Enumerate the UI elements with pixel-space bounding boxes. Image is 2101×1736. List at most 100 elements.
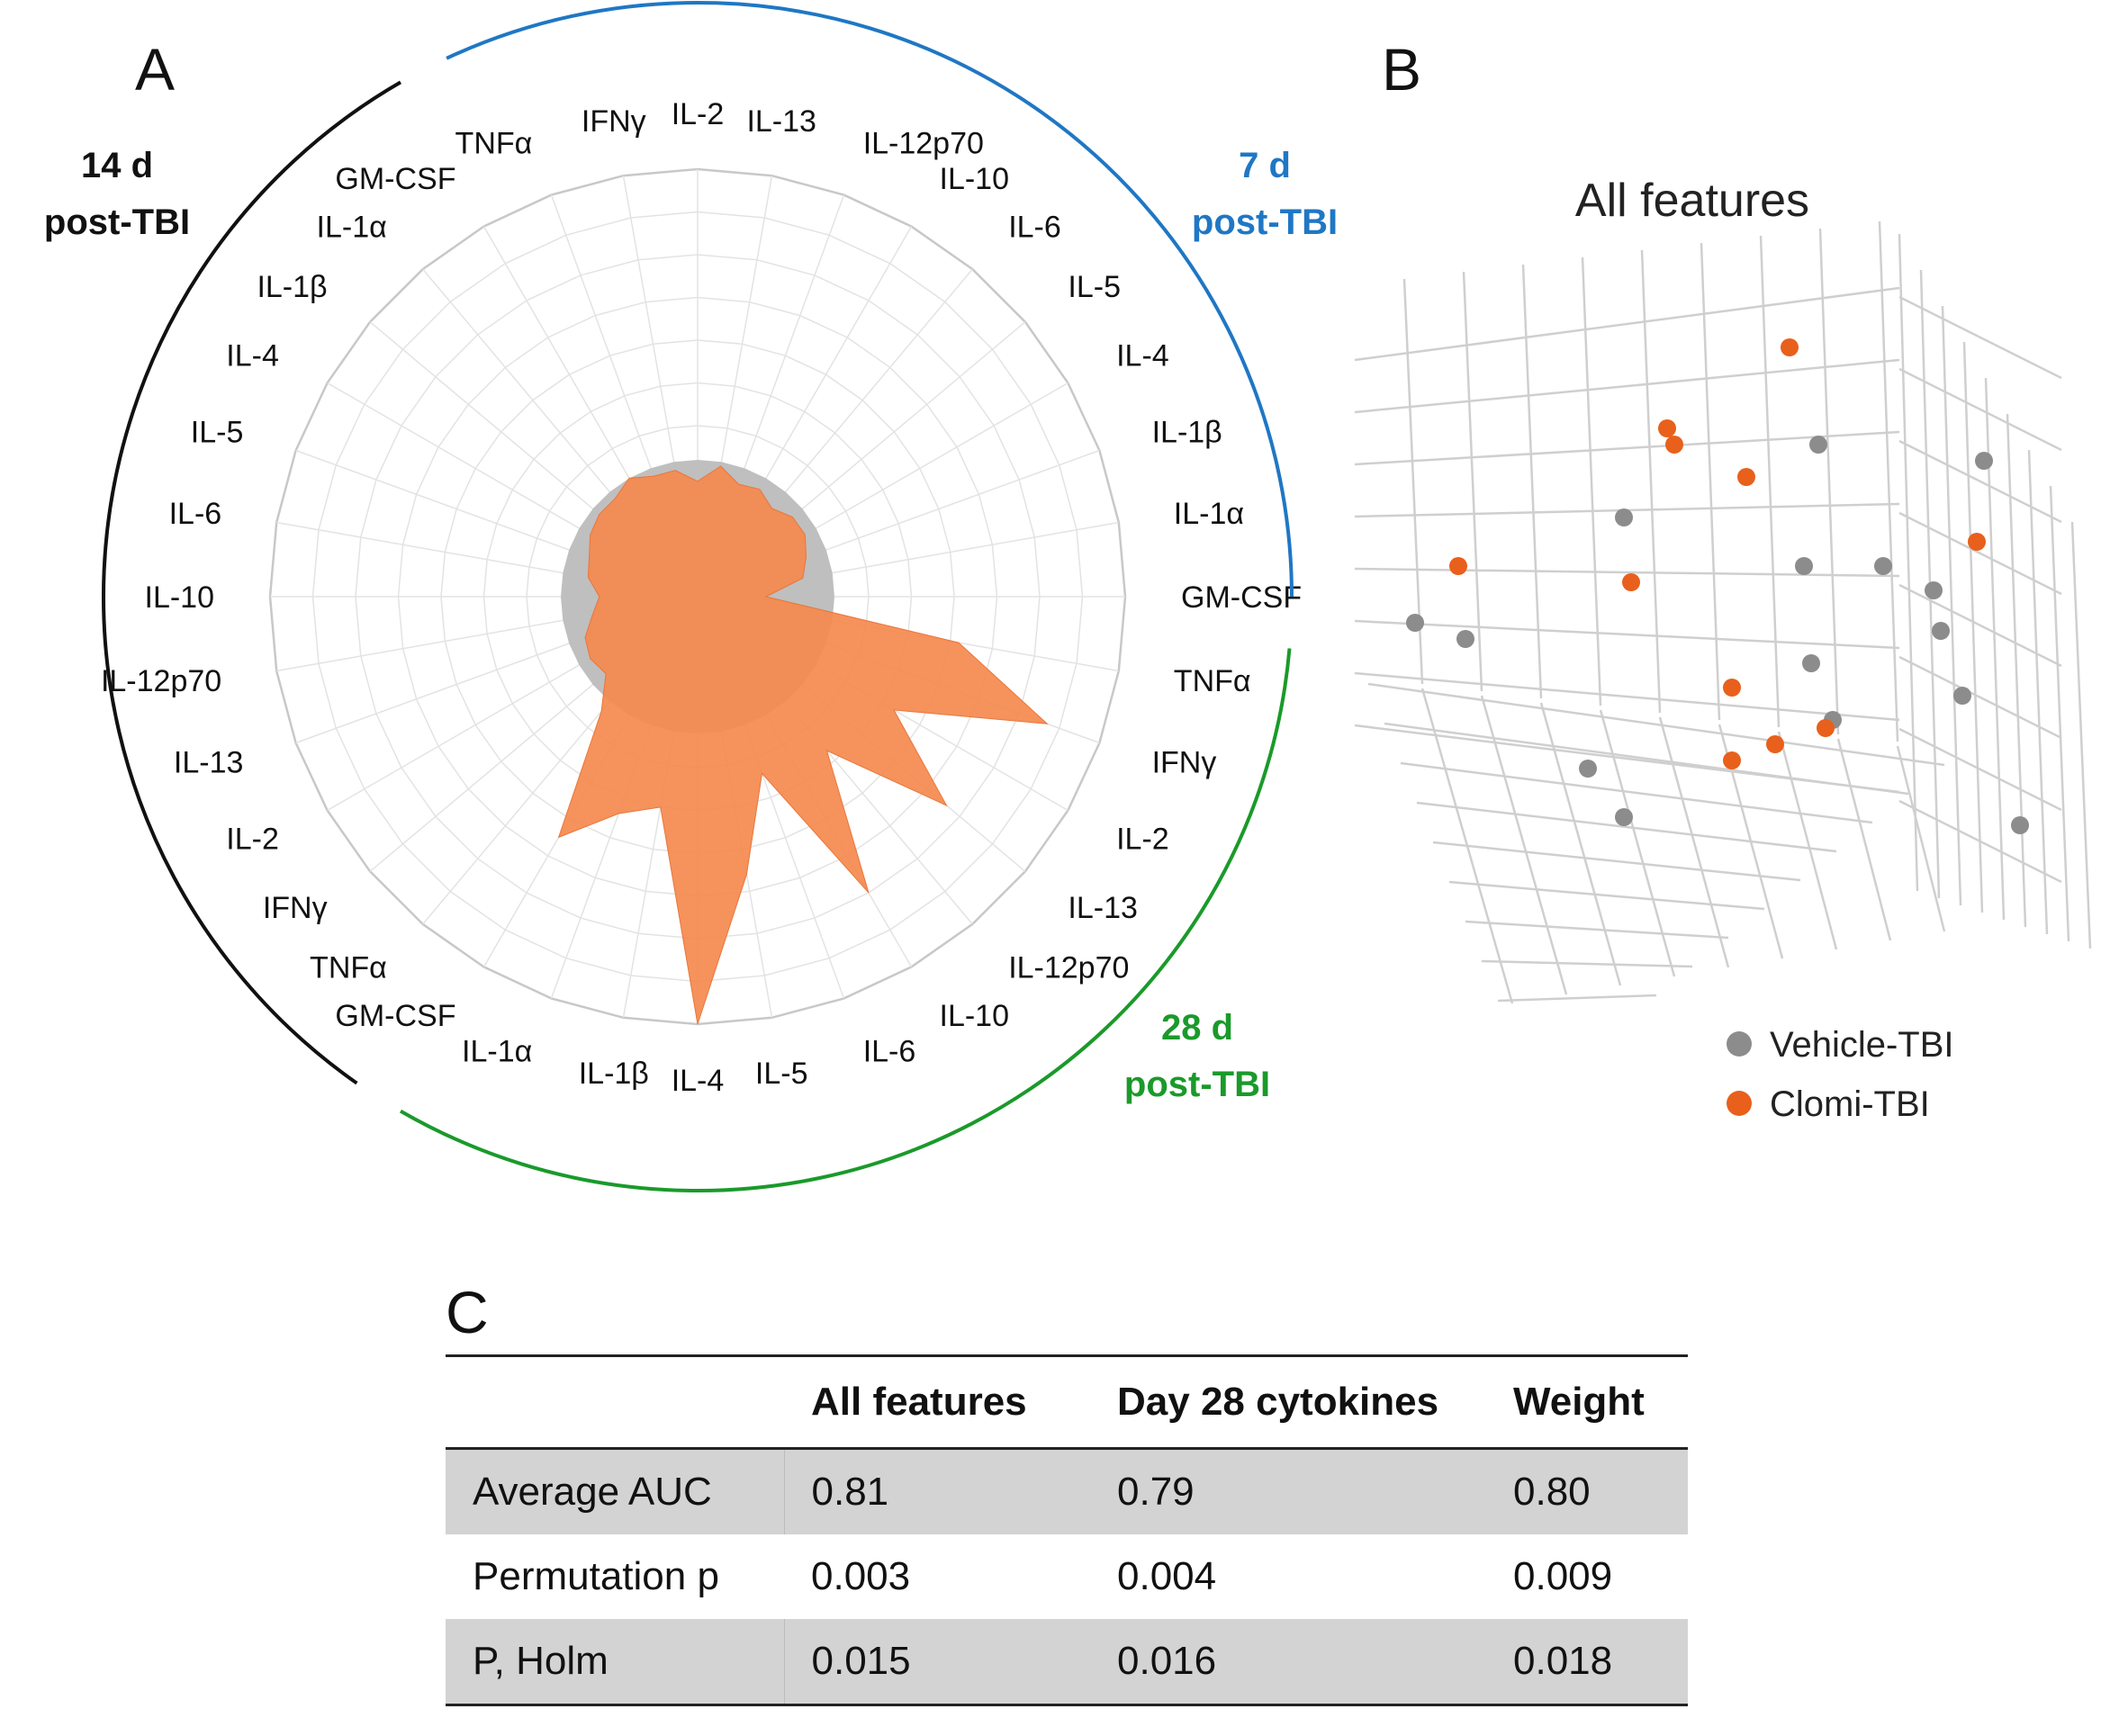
legend-label-vehicle: Vehicle-TBI (1770, 1025, 1954, 1065)
radar-axis-label: IL-2 (672, 97, 725, 131)
grid-line (2027, 449, 2049, 935)
table-cell: Average AUC (446, 1448, 785, 1534)
radar-axis-label: IL-4 (672, 1064, 725, 1098)
grid-line (1354, 358, 1900, 414)
grid-line (1400, 761, 1873, 824)
legend-marker-clomi (1727, 1091, 1752, 1116)
radar-axis-label: IL-6 (1008, 211, 1061, 245)
radar-axis-label: IL-5 (1068, 270, 1121, 304)
table-cell: P, Holm (446, 1619, 785, 1706)
grid-line (1658, 716, 1730, 968)
scatter-title: All features (1575, 175, 1809, 227)
period-28d-line1: 28 d (1161, 1008, 1233, 1048)
vehicle-point (1615, 808, 1633, 826)
grid-line (1898, 295, 2062, 380)
legend-label-clomi: Clomi-TBI (1770, 1084, 1930, 1124)
arc-7d (446, 1, 1294, 598)
table-cell: 0.81 (784, 1448, 1090, 1534)
radar-axis-label: IL-5 (755, 1057, 808, 1091)
radar-axis-label: IL-2 (1116, 823, 1169, 857)
radar-axis-label: IL-6 (169, 497, 222, 531)
radar-axis-label: IL-12p70 (1008, 950, 1129, 985)
vehicle-point (1953, 687, 1971, 705)
scatter-3d-grid (1354, 220, 2092, 1004)
radar-axis-label: IFNγ (582, 104, 646, 139)
grid-line (1818, 228, 1840, 735)
radar-polygons (557, 460, 1049, 1025)
grid-line (1898, 799, 2062, 884)
grid-line (1599, 709, 1676, 977)
period-28d-line2: post-TBI (1124, 1065, 1270, 1104)
period-arcs (102, 1, 1294, 1193)
radar-axis-label: IFNγ (1152, 746, 1217, 780)
grid-line (1354, 619, 1900, 650)
table-cell: Permutation p (473, 1554, 719, 1598)
grid-line (1898, 511, 2062, 596)
grid-line (1941, 305, 1962, 906)
vehicle-point (1456, 630, 1474, 648)
radar-axis-label: IL-10 (940, 999, 1010, 1033)
arc-14d (102, 80, 402, 1085)
table-row: Permutation p 0.003 0.004 0.009 (446, 1534, 1688, 1619)
clomi-point (1817, 719, 1835, 737)
table-row: Average AUC 0.81 0.79 0.80 (446, 1448, 1688, 1534)
clomi-point (1449, 557, 1467, 575)
grid-line (1962, 341, 1984, 913)
radar-axis-label: GM-CSF (1181, 580, 1302, 615)
grid-line (2049, 485, 2070, 942)
period-14d-line2: post-TBI (44, 202, 190, 242)
radar-axis-label: IL-6 (863, 1035, 916, 1069)
panel-a-radar: A IL-2 IL-13IL-12p70IL-10IL-6IL-5IL-4IL-1… (44, 1, 1338, 1193)
clomi-point (1781, 338, 1799, 356)
radar-axis-label: TNFα (310, 950, 387, 985)
grid-line (1898, 727, 2062, 812)
vehicle-point (1802, 654, 1820, 672)
clomi-point (1723, 679, 1741, 697)
radar-clomi-area (557, 465, 1049, 1025)
radar-axis-label: IFNγ (263, 891, 328, 925)
grid-line (1497, 994, 1657, 1003)
vehicle-point (1925, 581, 1943, 599)
clomi-point (1737, 468, 1755, 486)
table-cell: 0.009 (1513, 1554, 1613, 1598)
grid-line (1465, 920, 1729, 940)
grid-line (1539, 702, 1622, 986)
table-cell: 0.004 (1117, 1554, 1217, 1598)
radar-axis-label: IL-10 (145, 580, 215, 615)
clomi-point (1766, 735, 1784, 753)
scatter-legend: Vehicle-TBI Clomi-TBI (1727, 1025, 1954, 1124)
grid-line (1416, 801, 1837, 853)
grid-line (1700, 242, 1721, 721)
table-row: P, Holm 0.015 0.016 0.018 (446, 1619, 1688, 1706)
radar-axis-label: IL-13 (746, 104, 816, 139)
grid-line (1462, 271, 1483, 692)
vehicle-point (1579, 760, 1597, 778)
grid-line (1777, 731, 1838, 950)
vehicle-point (1615, 508, 1633, 526)
grid-line (1836, 738, 1892, 941)
grid-line (1481, 959, 1693, 968)
period-14d-line1: 14 d (81, 146, 153, 185)
panel-b-scatter3d: B All features Vehicle-TBI Clomi-TBI (1354, 36, 2092, 1124)
grid-line (1898, 655, 2062, 740)
metrics-table: All features Day 28 cytokines Weight Ave… (446, 1354, 1688, 1706)
table-cell: 0.018 (1486, 1619, 1688, 1706)
table-cell: 0.80 (1486, 1448, 1688, 1534)
grid-line (1898, 233, 1919, 892)
clomi-point (1658, 419, 1676, 437)
vehicle-point (1809, 436, 1827, 454)
radar-axis-label: TNFα (1174, 664, 1251, 698)
grid-line (1384, 722, 1909, 796)
radar-axis-label: IL-12p70 (863, 126, 984, 160)
radar-axis-label: IL-1α (317, 211, 387, 245)
grid-line (1354, 671, 1900, 722)
panel-b-label: B (1382, 36, 1421, 103)
grid-line (1759, 235, 1781, 728)
radar-axis-label: IL-2 (226, 823, 279, 857)
radar-axis-label: GM-CSF (335, 999, 455, 1033)
vehicle-point (1795, 557, 1813, 575)
grid-line (1898, 439, 2062, 524)
grid-line (1420, 688, 1514, 1004)
arc-28d (400, 648, 1292, 1193)
